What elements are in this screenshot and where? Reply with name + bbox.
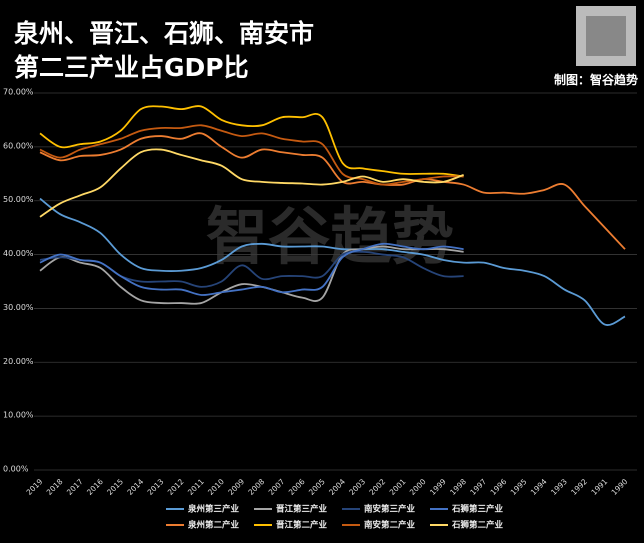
y-tick-label: 50.00% (3, 195, 34, 204)
chart-title: 泉州、晋江、石狮、南安市 (14, 19, 314, 48)
y-tick-label: 10.00% (3, 411, 34, 420)
legend-label: 南安第三产业 (364, 504, 416, 515)
legend-label: 石狮第三产业 (451, 504, 504, 515)
data-line (39, 242, 464, 296)
chart-subtitle: 第二三产业占GDP比 (14, 53, 249, 82)
y-tick-label: 20.00% (3, 357, 34, 366)
data-line (39, 148, 464, 218)
legend-label: 石狮第二产业 (451, 520, 504, 531)
y-tick-label: 60.00% (3, 141, 34, 150)
data-line (39, 105, 464, 178)
qr-code-inner (586, 16, 626, 56)
credit: 制图：智谷趋势 (554, 72, 638, 87)
data-line (39, 124, 464, 186)
data-line (39, 197, 626, 326)
data-line (39, 132, 626, 250)
y-tick-label: 30.00% (3, 303, 34, 312)
legend-label: 晋江第二产业 (276, 520, 328, 531)
y-tick-label: 70.00% (3, 88, 34, 97)
data-line (39, 245, 464, 305)
legend-label: 泉州第二产业 (187, 520, 240, 531)
watermark: 智谷趋势 (206, 200, 454, 273)
y-tick-label: 0.00% (3, 465, 29, 474)
legend-label: 南安第二产业 (364, 520, 416, 531)
legend-label: 泉州第三产业 (187, 504, 240, 515)
legend-label: 晋江第三产业 (276, 504, 328, 515)
y-tick-label: 40.00% (3, 249, 34, 258)
